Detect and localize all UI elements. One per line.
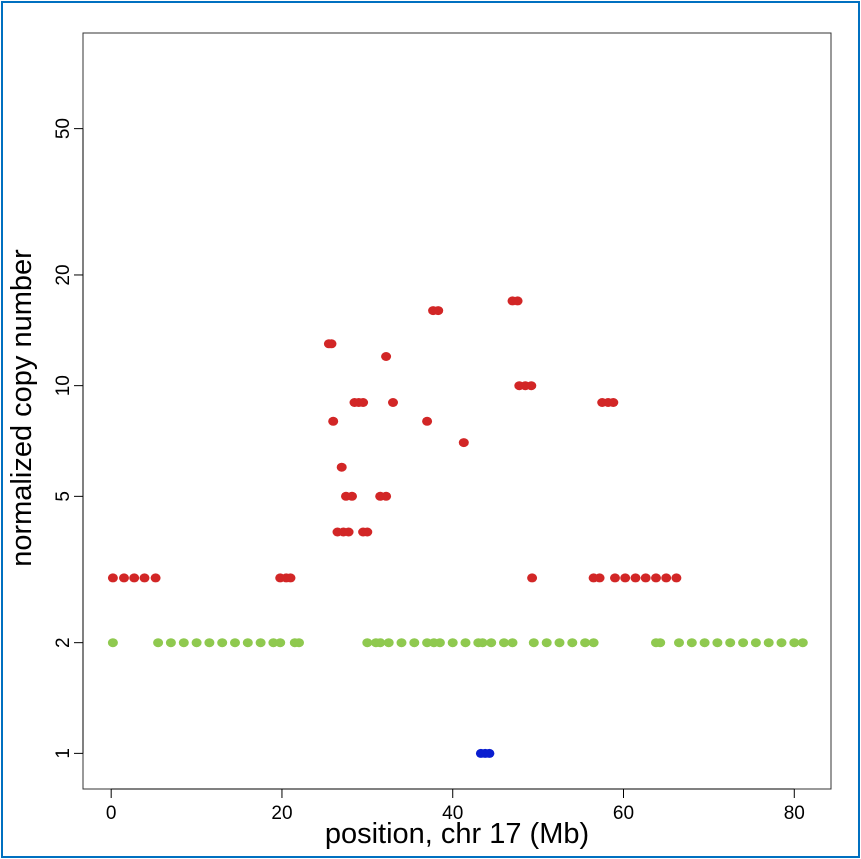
data-point (640, 573, 651, 583)
data-point (655, 638, 666, 648)
data-point (674, 638, 684, 648)
x-tick-label: 40 (442, 803, 463, 824)
data-point (326, 339, 337, 349)
data-point (776, 638, 787, 648)
data-point (375, 638, 386, 648)
data-point (422, 416, 433, 426)
series-2 (475, 748, 495, 758)
data-point (242, 638, 253, 648)
y-axis-title: normalized copy number (6, 249, 38, 567)
data-point (527, 573, 538, 583)
plot-area-border (82, 32, 832, 790)
data-point (526, 381, 537, 391)
data-point (204, 638, 215, 648)
data-point (630, 573, 641, 583)
data-point (567, 638, 578, 648)
data-point (165, 638, 176, 648)
data-point (738, 638, 749, 648)
data-point (789, 638, 800, 648)
scatter-chart: 0 20 40 60 80 1 2 5 10 20 50 position, chr 17 (Mb… (6, 32, 832, 850)
data-point (686, 638, 697, 648)
data-point (608, 398, 619, 407)
data-point (434, 638, 445, 648)
data-point (594, 573, 605, 583)
y-axis: 1 2 5 10 20 50 (53, 118, 84, 759)
data-point (383, 638, 394, 648)
data-point (362, 527, 373, 537)
data-point (651, 573, 661, 583)
data-point (388, 398, 398, 407)
data-point (433, 306, 444, 316)
data-point (381, 352, 392, 361)
data-point (275, 638, 286, 648)
data-point (580, 638, 591, 648)
y-tick-label: 50 (53, 118, 74, 139)
data-point (217, 638, 228, 648)
data-point (255, 638, 266, 648)
y-tick-label: 5 (53, 491, 74, 502)
data-point (763, 638, 774, 648)
data-point (661, 573, 672, 583)
data-point (512, 296, 523, 306)
data-point (554, 638, 565, 648)
x-tick-label: 80 (784, 803, 805, 824)
data-point (588, 638, 599, 648)
data-point (528, 638, 539, 648)
data-point (460, 638, 471, 648)
y-tick-label: 10 (53, 375, 74, 396)
y-tick-label: 2 (53, 637, 74, 648)
data-point (381, 491, 392, 501)
data-point (294, 638, 304, 648)
data-point (358, 398, 369, 407)
x-tick-label: 0 (106, 803, 117, 824)
y-tick-label: 20 (53, 264, 74, 285)
data-point (610, 573, 620, 583)
data-point (178, 638, 189, 648)
data-point (458, 438, 469, 448)
data-point (107, 638, 118, 648)
data-point (328, 416, 339, 426)
y-tick-label: 1 (53, 748, 74, 759)
data-point (750, 638, 761, 648)
data-point (362, 638, 373, 648)
data-point (153, 638, 164, 648)
data-point (507, 638, 518, 648)
data-point (396, 638, 407, 648)
data-point (150, 573, 161, 583)
x-tick-label: 60 (613, 803, 634, 824)
x-axis: 0 20 40 60 80 (106, 788, 805, 824)
data-point (797, 638, 808, 648)
data-point (347, 491, 357, 501)
data-point (230, 638, 240, 648)
data-point (409, 638, 420, 648)
data-point (699, 638, 710, 648)
data-point (447, 638, 458, 648)
series-0 (107, 638, 808, 648)
data-point (499, 638, 509, 648)
data-point (343, 527, 354, 537)
series-1 (107, 296, 682, 583)
data-point (671, 573, 682, 583)
data-point (139, 573, 150, 583)
data-point (486, 638, 497, 648)
data-point (725, 638, 736, 648)
points-layer (107, 296, 808, 758)
data-point (336, 462, 347, 472)
data-point (712, 638, 723, 648)
x-axis-title: position, chr 17 (Mb) (325, 818, 589, 850)
data-point (477, 638, 488, 648)
data-point (620, 573, 631, 583)
data-point (129, 573, 140, 583)
data-point (191, 638, 202, 648)
data-point (107, 573, 118, 583)
data-point (484, 748, 495, 758)
x-tick-label: 20 (271, 803, 292, 824)
data-point (541, 638, 552, 648)
data-point (285, 573, 296, 583)
data-point (119, 573, 129, 583)
